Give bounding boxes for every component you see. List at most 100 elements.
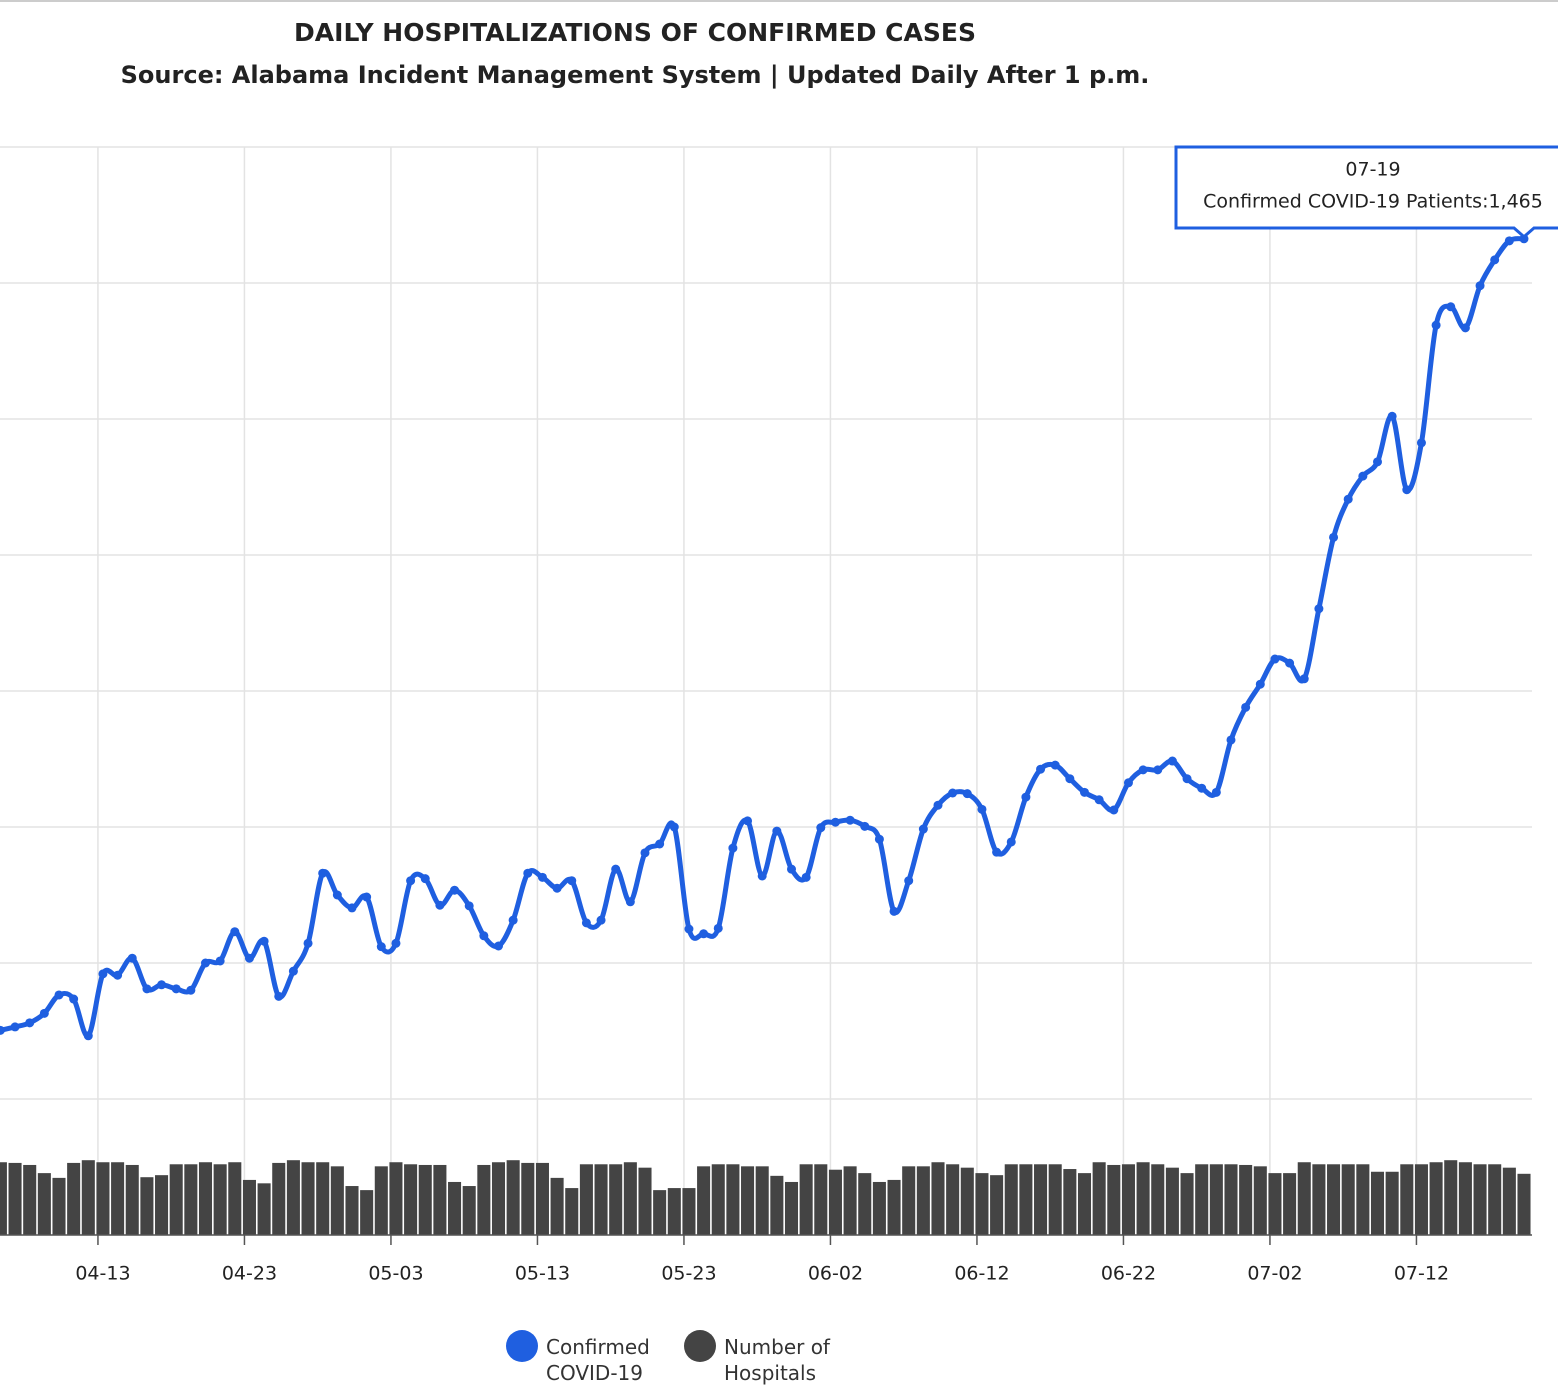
bar (770, 1175, 784, 1235)
bar (125, 1164, 139, 1235)
line-point (1197, 783, 1207, 793)
line-point (1080, 787, 1089, 797)
bar (931, 1162, 945, 1235)
line-point (596, 915, 606, 925)
bar (828, 1169, 842, 1235)
line-point (347, 903, 357, 913)
line-point (684, 924, 694, 934)
line-point (830, 817, 840, 827)
bar (462, 1186, 476, 1235)
line-point (611, 864, 621, 874)
bar (1107, 1164, 1121, 1235)
x-tick-label: 05-23 (661, 1263, 716, 1285)
bar (1488, 1164, 1502, 1235)
line-point (1402, 485, 1412, 495)
bar (1385, 1171, 1399, 1235)
bar (1370, 1171, 1385, 1235)
line-point (801, 872, 811, 882)
line-point (1314, 604, 1324, 614)
line-point (1343, 494, 1353, 504)
line-point (508, 915, 518, 925)
bar (506, 1160, 520, 1235)
line-point (171, 984, 181, 994)
line-point (259, 936, 269, 946)
bar (609, 1164, 623, 1235)
line-point (1299, 674, 1309, 684)
line-point (904, 876, 914, 886)
legend-label[interactable]: Number of Hospitals (724, 1335, 830, 1385)
bar (1327, 1164, 1341, 1235)
bar (755, 1166, 769, 1235)
legend-marker (506, 1330, 538, 1362)
bar (1092, 1162, 1106, 1235)
line-point (10, 1022, 20, 1032)
line-point (640, 848, 650, 858)
bar (1444, 1160, 1458, 1235)
bar (1283, 1173, 1297, 1235)
line-point (25, 1018, 35, 1028)
line-point (933, 800, 943, 810)
bar (242, 1179, 256, 1235)
bar (228, 1162, 242, 1235)
bar (1195, 1164, 1209, 1235)
line-point (772, 826, 782, 836)
bar (140, 1177, 154, 1235)
bar (316, 1162, 330, 1235)
bar (814, 1164, 828, 1235)
line-point (376, 942, 386, 952)
legend-label[interactable]: Confirmed COVID-19 (546, 1335, 650, 1385)
x-axis: 04-13 04-23 05-03 05-13 05-23 06-02 06-12 06-22… (0, 1234, 1532, 1285)
line-point (186, 985, 196, 995)
tooltip: 07-19 Confirmed COVID-19 Patients:1,465 (1174, 145, 1558, 239)
bar (653, 1190, 667, 1235)
bar (81, 1160, 95, 1235)
line-point (1373, 457, 1382, 467)
bar (111, 1162, 125, 1235)
x-tick-label: 06-02 (808, 1263, 863, 1285)
bar (1151, 1164, 1165, 1235)
bar (565, 1188, 579, 1235)
bar (345, 1186, 359, 1235)
bar (990, 1175, 1004, 1235)
line-point (201, 958, 210, 968)
line-point (1504, 236, 1514, 246)
line-point (625, 897, 635, 907)
bar (1019, 1164, 1033, 1235)
bar (1341, 1164, 1355, 1235)
bar (213, 1164, 227, 1235)
line-point (1490, 255, 1500, 265)
line-point (1167, 756, 1177, 766)
line-point (244, 953, 254, 963)
line-point (1285, 658, 1295, 668)
line-point (567, 876, 577, 886)
line-point (1050, 760, 1060, 770)
line-point (816, 823, 826, 833)
bar (667, 1188, 681, 1235)
line-point (860, 821, 870, 831)
bar (491, 1162, 506, 1235)
bar (301, 1162, 315, 1235)
legend-marker (684, 1330, 716, 1362)
bar (448, 1181, 462, 1235)
bar (257, 1183, 271, 1235)
bar (799, 1164, 813, 1235)
x-tick-label: 04-13 (75, 1263, 130, 1285)
bar (975, 1173, 989, 1235)
bar (1429, 1162, 1443, 1235)
line-point (215, 956, 225, 966)
line-point (1475, 281, 1485, 291)
line-point (98, 969, 108, 979)
line-point (391, 938, 401, 948)
bar (843, 1166, 857, 1235)
line-point (787, 864, 796, 874)
bar (521, 1162, 535, 1235)
bar (1253, 1166, 1267, 1235)
bar (477, 1164, 491, 1235)
bar (1517, 1173, 1531, 1235)
bar (1048, 1164, 1062, 1235)
bar (1268, 1173, 1282, 1235)
bar (96, 1162, 110, 1235)
x-tick-label: 06-22 (1101, 1263, 1156, 1285)
